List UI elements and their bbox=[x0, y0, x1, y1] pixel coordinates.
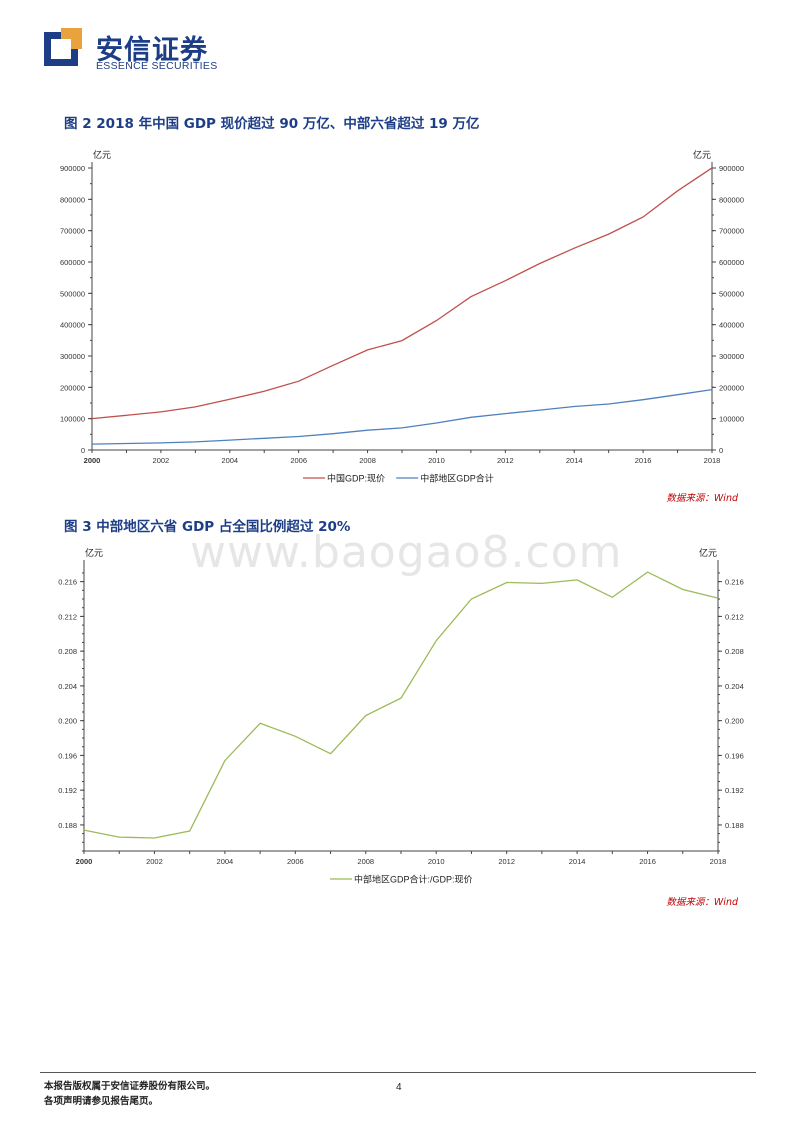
y-tick-label-right: 300000 bbox=[719, 352, 744, 361]
y-tick-label-right: 0 bbox=[719, 446, 723, 455]
figure-2-source: 数据来源：Wind bbox=[666, 493, 738, 504]
y-tick-label-right: 200000 bbox=[719, 383, 744, 392]
series-line-1 bbox=[91, 167, 713, 420]
x-tick-label: 2006 bbox=[290, 456, 307, 465]
gdp-line-chart: 亿元 亿元 0 0 100000 100000 200000 200000 300000 3000… bbox=[60, 149, 744, 484]
watermark-text: www.baogao8.com bbox=[190, 527, 623, 578]
left-unit-label: 亿元 bbox=[93, 149, 111, 160]
legend-label-2: 中部地区GDP合计 bbox=[420, 473, 494, 484]
y-tick-label-right: 0.212 bbox=[725, 612, 744, 621]
y-tick-label-left: 0.192 bbox=[58, 786, 77, 795]
x-tick-label: 2004 bbox=[217, 857, 234, 866]
y-tick-label-left: 200000 bbox=[60, 383, 85, 392]
x-tick-label: 2008 bbox=[357, 857, 374, 866]
y-tick-label-right: 900000 bbox=[719, 164, 744, 173]
share-line-chart: 亿元 亿元 0.188 0.188 0.192 0.192 0.196 0.196 0.200 0… bbox=[58, 547, 744, 885]
x-tick-label: 2002 bbox=[153, 456, 170, 465]
y-tick-label-left: 300000 bbox=[60, 352, 85, 361]
x-tick-label: 2010 bbox=[428, 456, 445, 465]
y-tick-label-right: 0.200 bbox=[725, 717, 744, 726]
x-tick-label: 2014 bbox=[569, 857, 586, 866]
x-tick-label: 2018 bbox=[704, 456, 721, 465]
x-tick-label: 2012 bbox=[497, 456, 514, 465]
y-tick-label-left: 0.212 bbox=[58, 612, 77, 621]
legend-label-1: 中部地区GDP合计:/GDP:现价 bbox=[354, 874, 473, 885]
page-number: 4 bbox=[396, 1082, 402, 1093]
y-tick-label-left: 800000 bbox=[60, 195, 85, 204]
x-tick-label: 2000 bbox=[84, 456, 101, 465]
y-tick-label-left: 0.208 bbox=[58, 647, 77, 656]
y-tick-label-right: 500000 bbox=[719, 289, 744, 298]
series-line-2 bbox=[91, 388, 713, 445]
y-tick-label-left: 0.196 bbox=[58, 751, 77, 760]
y-tick-label-right: 0.196 bbox=[725, 751, 744, 760]
left-unit-label: 亿元 bbox=[85, 547, 103, 558]
y-tick-label-right: 100000 bbox=[719, 415, 744, 424]
footer-divider bbox=[40, 1072, 756, 1073]
company-logo: 安信证券 ESSENCE SECURITIES bbox=[44, 28, 217, 74]
y-tick-label-right: 600000 bbox=[719, 258, 744, 267]
logo-english-name: ESSENCE SECURITIES bbox=[96, 60, 218, 72]
legend-label-1: 中国GDP:现价 bbox=[327, 473, 385, 484]
figure-3-title: 图 3 中部地区六省 GDP 占全国比例超过 20% bbox=[64, 519, 351, 535]
x-tick-label: 2010 bbox=[428, 857, 445, 866]
footer-disclaimer: 各项声明请参见报告尾页。 bbox=[44, 1096, 159, 1107]
x-tick-label: 2002 bbox=[146, 857, 163, 866]
y-tick-label-right: 700000 bbox=[719, 227, 744, 236]
x-tick-label: 2004 bbox=[221, 456, 238, 465]
x-tick-label: 2012 bbox=[498, 857, 515, 866]
y-tick-label-left: 900000 bbox=[60, 164, 85, 173]
x-tick-label: 2008 bbox=[359, 456, 376, 465]
y-tick-label-left: 600000 bbox=[60, 258, 85, 267]
x-tick-label: 2018 bbox=[710, 857, 727, 866]
y-tick-label-left: 0.200 bbox=[58, 717, 77, 726]
right-unit-label: 亿元 bbox=[699, 547, 717, 558]
x-tick-label: 2016 bbox=[639, 857, 656, 866]
y-tick-label-right: 0.188 bbox=[725, 821, 744, 830]
y-tick-label-right: 0.204 bbox=[725, 682, 744, 691]
y-tick-label-right: 0.192 bbox=[725, 786, 744, 795]
y-tick-label-left: 500000 bbox=[60, 289, 85, 298]
y-tick-label-left: 700000 bbox=[60, 227, 85, 236]
figure-3-source: 数据来源：Wind bbox=[666, 897, 738, 908]
x-tick-label: 2006 bbox=[287, 857, 304, 866]
footer-copyright: 本报告版权属于安信证券股份有限公司。 bbox=[44, 1081, 216, 1092]
figure-2-title: 图 2 2018 年中国 GDP 现价超过 90 万亿、中部六省超过 19 万亿 bbox=[64, 116, 480, 132]
y-tick-label-left: 0 bbox=[81, 446, 85, 455]
x-tick-label: 2000 bbox=[76, 857, 93, 866]
x-tick-label: 2016 bbox=[635, 456, 652, 465]
y-tick-label-left: 400000 bbox=[60, 321, 85, 330]
y-tick-label-right: 0.208 bbox=[725, 647, 744, 656]
logo-chinese-name: 安信证券 bbox=[96, 35, 208, 66]
logo-mark-icon bbox=[44, 28, 82, 66]
series-line-1 bbox=[83, 571, 719, 839]
y-tick-label-left: 100000 bbox=[60, 415, 85, 424]
y-tick-label-right: 0.216 bbox=[725, 578, 744, 587]
y-tick-label-right: 400000 bbox=[719, 321, 744, 330]
y-tick-label-left: 0.188 bbox=[58, 821, 77, 830]
x-tick-label: 2014 bbox=[566, 456, 583, 465]
y-tick-label-left: 0.216 bbox=[58, 578, 77, 587]
y-tick-label-right: 800000 bbox=[719, 195, 744, 204]
right-unit-label: 亿元 bbox=[693, 149, 711, 160]
y-tick-label-left: 0.204 bbox=[58, 682, 77, 691]
